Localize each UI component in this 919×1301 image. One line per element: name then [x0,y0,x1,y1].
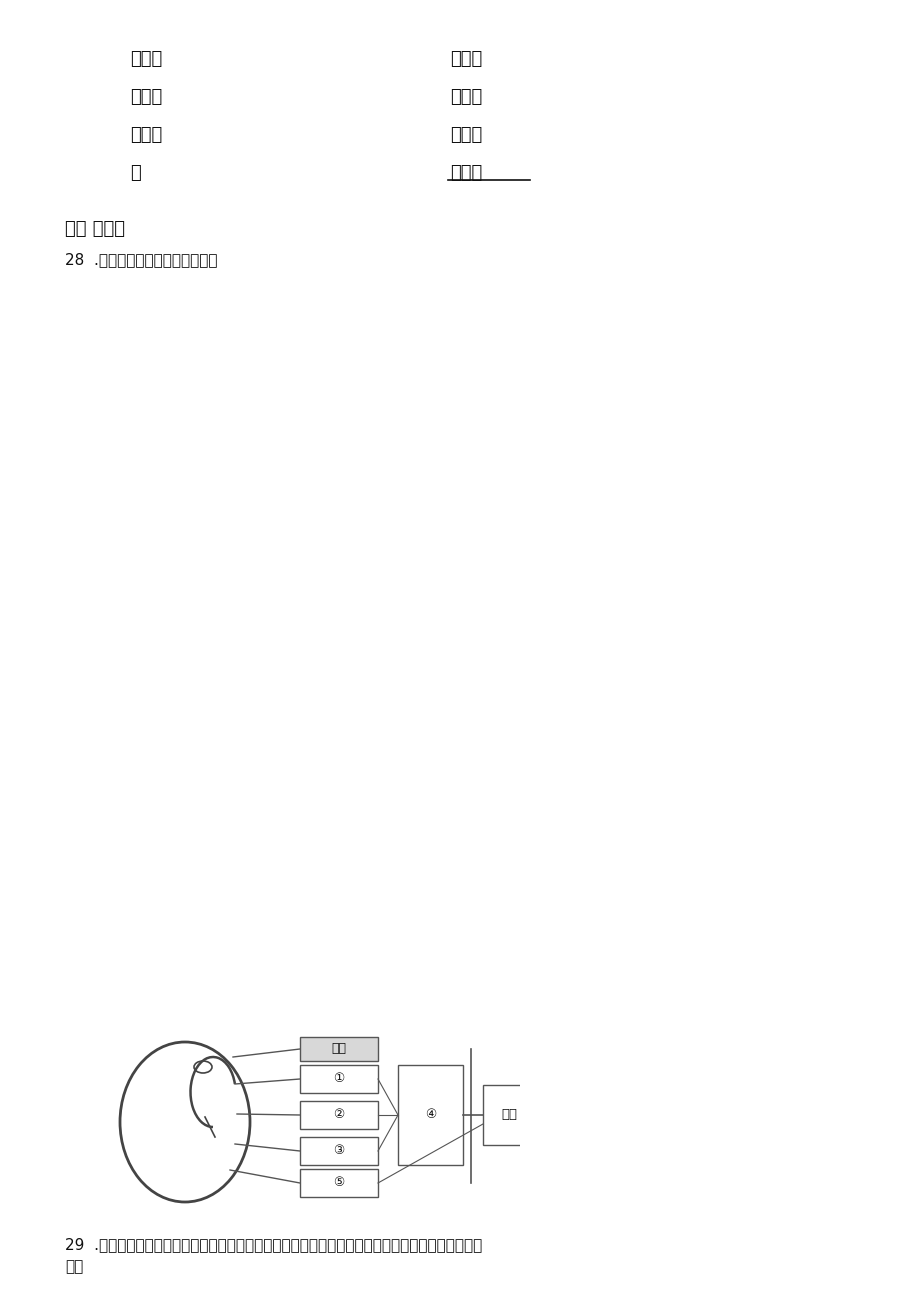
FancyBboxPatch shape [300,1101,378,1129]
Text: 28  .请在种子结构图上填出名称。: 28 .请在种子结构图上填出名称。 [65,252,217,267]
FancyBboxPatch shape [398,1066,462,1164]
Text: 匀匊茎: 匀匊茎 [449,88,482,105]
Text: 29  .下面是小明同学对一株凤仙花生长过程中茎的高度（植株生长高度）统计图，请根据图示回答问: 29 .下面是小明同学对一株凤仙花生长过程中茎的高度（植株生长高度）统计图，请根… [65,1237,482,1252]
Text: ③: ③ [333,1145,345,1158]
Text: ①: ① [333,1072,345,1085]
Text: 凤仙花: 凤仙花 [130,49,162,68]
Text: 薇: 薇 [130,164,141,182]
Text: ⑤: ⑤ [333,1176,345,1189]
FancyBboxPatch shape [300,1066,378,1093]
Text: 种子: 种子 [501,1108,516,1121]
Text: 直立茎: 直立茎 [449,164,482,182]
Text: 攀援茎: 攀援茎 [449,49,482,68]
FancyBboxPatch shape [300,1137,378,1164]
Text: 胚轴: 胚轴 [331,1042,346,1055]
Text: 题。: 题。 [65,1259,83,1274]
Text: 缠绕茎: 缠绕茎 [449,126,482,144]
Text: 牿牛花: 牿牛花 [130,88,162,105]
Text: 南瓜红: 南瓜红 [130,126,162,144]
FancyBboxPatch shape [300,1170,378,1197]
Text: 五、 解答题: 五、 解答题 [65,220,125,238]
Text: ④: ④ [425,1108,436,1121]
Text: ②: ② [333,1108,345,1121]
FancyBboxPatch shape [300,1037,378,1062]
FancyBboxPatch shape [482,1085,535,1145]
